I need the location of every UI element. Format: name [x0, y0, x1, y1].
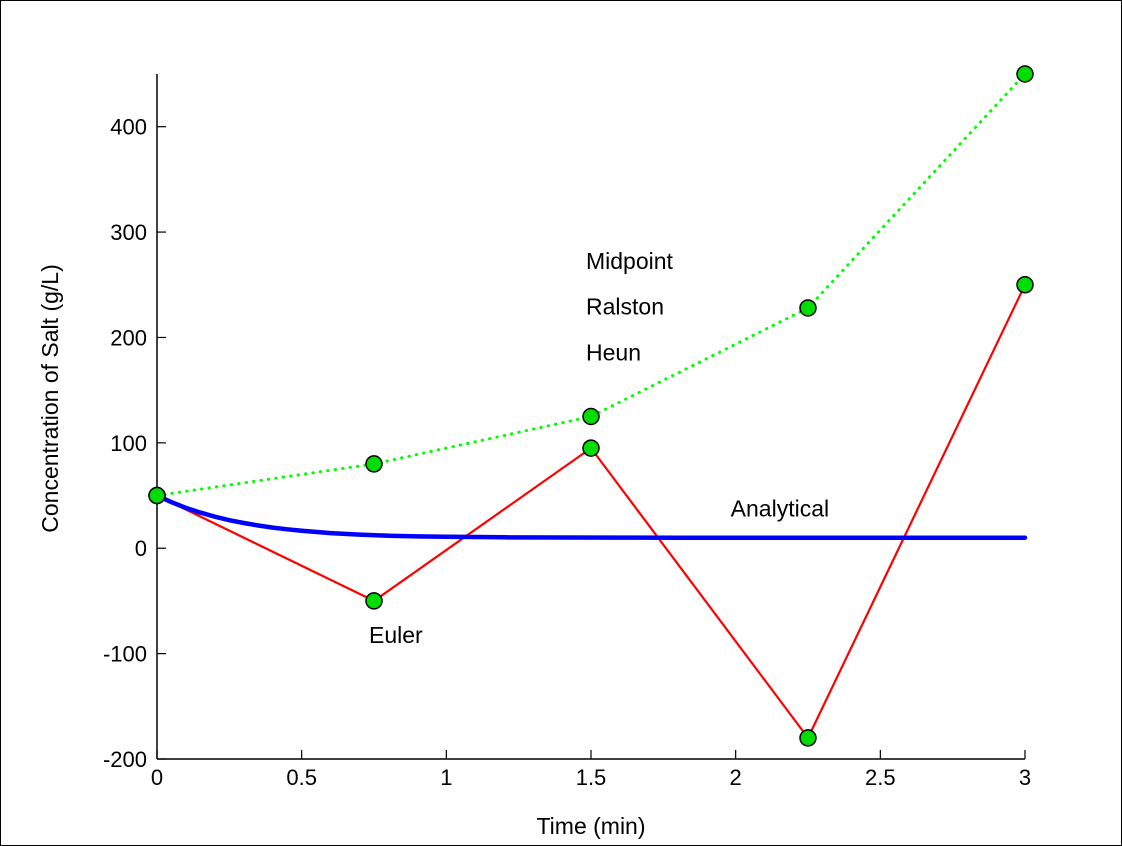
point-euler-0 — [148, 486, 166, 505]
x-axis-label: Time (min) — [536, 813, 645, 839]
point-upper-3 — [799, 299, 817, 317]
annotation-layer: Midpoint Ralston Heun Analytical Euler — [369, 248, 829, 648]
y-tick-label: 300 — [110, 220, 147, 245]
x-tick-label: 2 — [730, 765, 742, 790]
point-upper-4 — [1016, 65, 1034, 83]
series-line-upper — [155, 72, 1027, 497]
series-layer — [154, 72, 1028, 740]
x-tick-label: 2.5 — [865, 765, 896, 790]
point-euler-4 — [1016, 276, 1034, 294]
x-tick-label: 1.5 — [576, 765, 607, 790]
annotation-ralston: Ralston — [586, 293, 664, 319]
y-axis-label: Concentration of Salt (g/L) — [37, 264, 63, 532]
x-tick-label: 1 — [440, 765, 452, 790]
annotation-heun: Heun — [586, 340, 641, 366]
x-tick-label: 3 — [1019, 765, 1031, 790]
series-line-analytical — [154, 493, 1028, 540]
y-tick-label: 400 — [110, 115, 147, 140]
point-upper-1 — [365, 455, 383, 473]
point-euler-1 — [365, 592, 383, 610]
y-tick-label: 0 — [135, 536, 147, 561]
y-tick-label: -100 — [103, 642, 147, 667]
annotation-euler: Euler — [369, 622, 423, 648]
point-upper-2 — [582, 407, 600, 426]
annotation-midpoint: Midpoint — [586, 248, 674, 274]
y-tick-label: 100 — [110, 431, 147, 456]
y-tick-label: -200 — [103, 747, 147, 772]
y-tick-label: 200 — [110, 325, 147, 350]
point-euler-3 — [799, 729, 817, 747]
x-tick-label: 0.5 — [286, 765, 317, 790]
axes: 0 0.5 1 1.5 2 2.5 3 -200 -100 0 100 200 300 400 — [103, 74, 1031, 790]
annotation-analytical: Analytical — [731, 496, 829, 522]
point-euler-2 — [582, 439, 600, 457]
x-tick-label: 0 — [151, 765, 163, 790]
marker-layer — [148, 65, 1034, 747]
